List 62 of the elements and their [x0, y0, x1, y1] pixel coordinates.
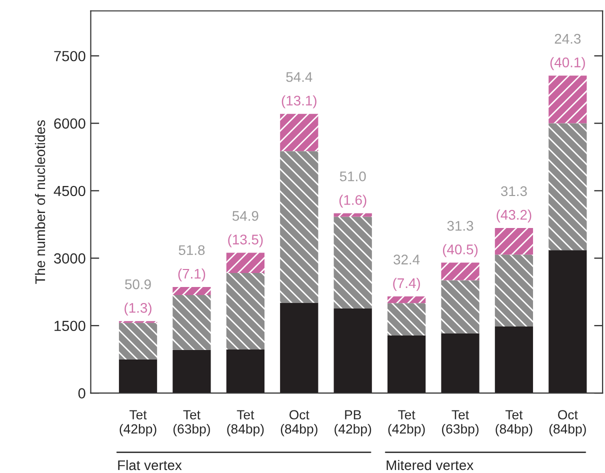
annotation: (7.4): [393, 278, 420, 291]
bar: [441, 280, 480, 334]
annotation: (40.5): [442, 244, 478, 258]
bar: [280, 151, 318, 303]
bar: [226, 252, 264, 274]
annotation: 24.3: [554, 34, 581, 44]
bar: [494, 254, 534, 327]
bar: [548, 123, 587, 250]
annotation: 50.9: [125, 279, 151, 290]
annotation: (1.3): [124, 302, 152, 316]
bar: [118, 359, 158, 394]
annotation: (43.2): [496, 210, 532, 222]
bar: [494, 326, 534, 394]
annotation: (13.1): [282, 95, 316, 108]
bar: [334, 216, 372, 309]
annotation: 31.3: [500, 186, 527, 196]
y-tick-label: 3000: [54, 253, 86, 264]
y-tick-label: 6000: [54, 118, 86, 129]
bar: [280, 302, 318, 394]
annotation: 51.0: [340, 171, 366, 182]
annotation: 31.3: [447, 220, 474, 231]
x-tick-label: Tet (42bp): [388, 410, 425, 436]
bar: [172, 286, 211, 296]
annotation: 32.4: [394, 254, 420, 264]
bar: [441, 262, 480, 280]
bar: [441, 333, 480, 394]
x-tick-label: Tet (84bp): [496, 410, 532, 436]
text: Flat vertex: [118, 460, 182, 470]
bar: [387, 336, 426, 394]
text: Mitered vertex: [386, 460, 474, 470]
bar: [118, 322, 158, 360]
bar: [494, 228, 534, 255]
x-tick-label: PB (42bp): [334, 410, 372, 436]
annotation: (13.5): [228, 234, 263, 248]
y-tick-label: 4500: [54, 186, 86, 196]
annotation: 54.4: [286, 72, 312, 82]
annotation: 54.9: [232, 211, 258, 221]
x-tick-label: Tet (63bp): [442, 410, 479, 436]
x-tick-label: Tet (84bp): [227, 410, 264, 436]
y-tick-label: 1500: [54, 320, 86, 332]
bar: [280, 114, 318, 152]
bar: [387, 296, 426, 304]
bar: [548, 250, 587, 394]
annotation: (40.1): [550, 57, 585, 70]
bar: [172, 350, 211, 394]
y-axis-title: The number of nucleotides: [34, 120, 46, 284]
x-tick-label: Oct (84bp): [549, 410, 586, 436]
bar: [172, 295, 211, 350]
bar: [548, 76, 587, 124]
annotation: (7.1): [178, 268, 206, 282]
bar: [226, 349, 264, 394]
annotation: (1.6): [339, 194, 366, 208]
x-tick-label: Tet (42bp): [120, 410, 156, 436]
bar: [334, 308, 372, 394]
bar: [387, 303, 426, 336]
bar: [226, 273, 264, 350]
y-tick-label: 7500: [54, 50, 86, 62]
bar: [334, 213, 372, 217]
x-tick-label: Tet (63bp): [173, 410, 210, 436]
y-tick-label: 0: [78, 388, 86, 398]
annotation: 51.8: [178, 245, 205, 256]
x-tick-label: Oct (84bp): [280, 410, 318, 436]
